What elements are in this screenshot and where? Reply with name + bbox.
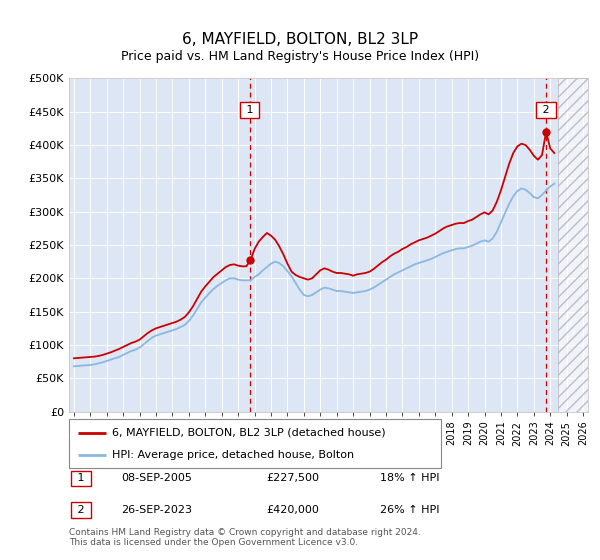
Text: 18% ↑ HPI: 18% ↑ HPI bbox=[380, 473, 440, 483]
Text: £227,500: £227,500 bbox=[266, 473, 319, 483]
FancyBboxPatch shape bbox=[69, 419, 441, 468]
Bar bbox=[559, 78, 588, 412]
Text: HPI: Average price, detached house, Bolton: HPI: Average price, detached house, Bolt… bbox=[112, 450, 354, 460]
Text: 6, MAYFIELD, BOLTON, BL2 3LP: 6, MAYFIELD, BOLTON, BL2 3LP bbox=[182, 32, 418, 48]
Text: 26% ↑ HPI: 26% ↑ HPI bbox=[380, 505, 440, 515]
Text: 2: 2 bbox=[539, 105, 553, 115]
Text: Contains HM Land Registry data © Crown copyright and database right 2024.
This d: Contains HM Land Registry data © Crown c… bbox=[69, 528, 421, 547]
Text: 08-SEP-2005: 08-SEP-2005 bbox=[121, 473, 192, 483]
Text: 2: 2 bbox=[74, 505, 88, 515]
Text: £420,000: £420,000 bbox=[266, 505, 319, 515]
Text: 1: 1 bbox=[242, 105, 257, 115]
Text: Price paid vs. HM Land Registry's House Price Index (HPI): Price paid vs. HM Land Registry's House … bbox=[121, 50, 479, 63]
Text: 6, MAYFIELD, BOLTON, BL2 3LP (detached house): 6, MAYFIELD, BOLTON, BL2 3LP (detached h… bbox=[112, 427, 385, 437]
Text: 1: 1 bbox=[74, 473, 88, 483]
Text: 26-SEP-2023: 26-SEP-2023 bbox=[121, 505, 192, 515]
